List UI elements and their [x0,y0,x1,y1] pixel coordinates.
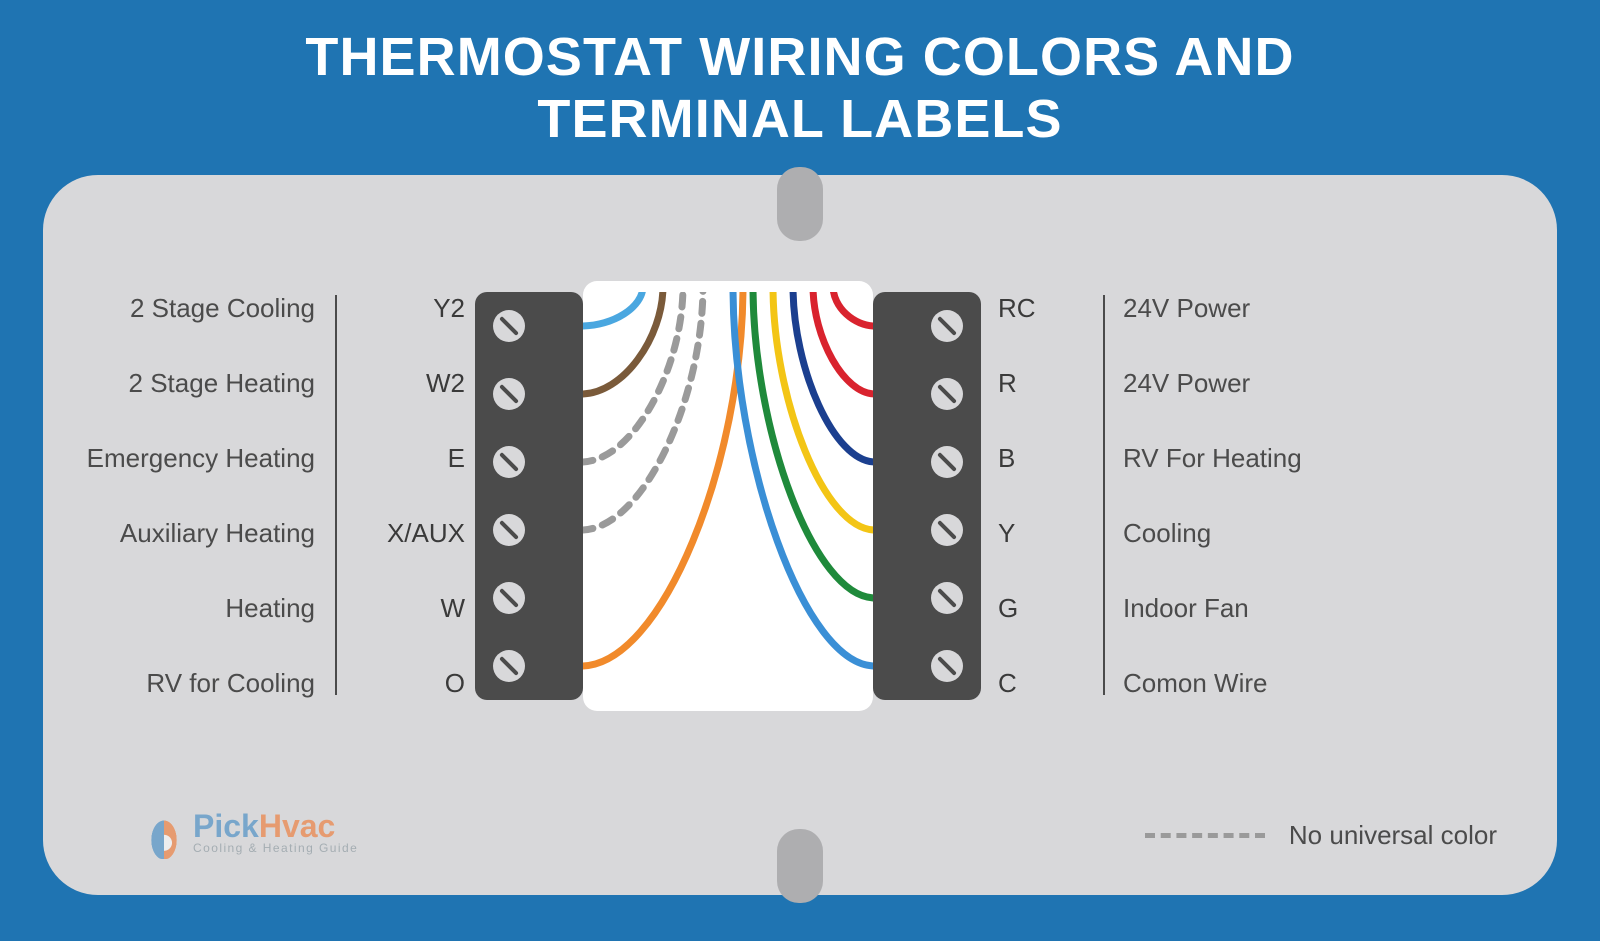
terminal-screw-icon [493,310,525,342]
terminal-screw-icon [493,514,525,546]
col-code-right-row: G [998,593,1093,625]
terminal-screw-icon [493,378,525,410]
wire-y2 [583,292,643,326]
col-code-left-row: W [348,593,465,625]
brand-tagline: Cooling & Heating Guide [193,842,358,854]
col-desc-left-row: Auxiliary Heating [43,518,315,550]
terminal-screw-icon [931,378,963,410]
col-code-left-row: X/AUX [348,518,465,550]
col-desc-right-row: Cooling [1123,518,1543,550]
mount-notch-top [777,167,823,241]
col-desc-left-row: Heating [43,593,315,625]
page-title: THERMOSTAT WIRING COLORS AND TERMINAL LA… [0,26,1600,150]
col-code-right-row: R [998,367,1093,399]
watermark-text: PickHvac Cooling & Heating Guide [193,810,358,854]
col-code-right-row: C [998,668,1093,700]
col-desc-left-row: 2 Stage Cooling [43,292,315,324]
col-desc-right-row: Comon Wire [1123,668,1543,700]
brand-h: Hvac [259,808,336,844]
terminal-screw-icon [931,650,963,682]
col-desc-left-row: 2 Stage Heating [43,367,315,399]
terminal-screw-icon [931,446,963,478]
mount-notch-bottom [777,829,823,903]
col-desc-left-row: Emergency Heating [43,442,315,474]
col-desc-right-row: Indoor Fan [1123,593,1543,625]
legend: No universal color [1145,820,1497,851]
col-code-left-row: E [348,442,465,474]
left-descriptions: 2 Stage Cooling 2 Stage Heating Emergency … [43,292,315,700]
legend-label: No universal color [1289,820,1497,851]
terminal-screw-icon [931,310,963,342]
screw-column-right [923,292,971,700]
wires-svg [583,292,873,700]
col-code-right-row: B [998,442,1093,474]
terminal-screw-icon [493,582,525,614]
right-terminal-codes: RC R B Y G C [998,292,1093,700]
thermostat-panel: 2 Stage Cooling 2 Stage Heating Emergency … [43,175,1557,895]
brand-p: Pick [193,808,259,844]
divider-left [335,295,337,695]
terminal-block-left [475,292,583,700]
left-terminal-codes: Y2 W2 E X/AUX W O [348,292,465,700]
wire-x-aux [583,292,703,530]
col-code-left-row: O [348,668,465,700]
col-code-left-row: Y2 [348,292,465,324]
wire-rc [833,292,873,326]
col-code-right-row: RC [998,292,1093,324]
terminal-screw-icon [493,446,525,478]
wire-b [793,292,873,462]
col-code-right-row: Y [998,518,1093,550]
terminal-block-right [873,292,981,700]
col-code-left-row: W2 [348,367,465,399]
page: THERMOSTAT WIRING COLORS AND TERMINAL LA… [0,0,1600,941]
col-desc-left-row: RV for Cooling [43,668,315,700]
col-desc-right-row: 24V Power [1123,367,1543,399]
wire-g [753,292,873,598]
divider-right [1103,295,1105,695]
title-line-2: TERMINAL LABELS [537,89,1062,149]
col-desc-right-row: RV For Heating [1123,442,1543,474]
title-line-1: THERMOSTAT WIRING COLORS AND [305,27,1294,87]
watermark: PickHvac Cooling & Heating Guide [143,805,358,859]
screw-column-left [485,292,533,700]
col-desc-right-row: 24V Power [1123,292,1543,324]
wire-w2 [583,292,663,394]
terminal-screw-icon [931,582,963,614]
right-descriptions: 24V Power 24V Power RV For Heating Cooling I… [1123,292,1543,700]
flame-icon [143,805,185,859]
terminal-screw-icon [493,650,525,682]
legend-dash-icon [1145,833,1265,838]
terminal-screw-icon [931,514,963,546]
